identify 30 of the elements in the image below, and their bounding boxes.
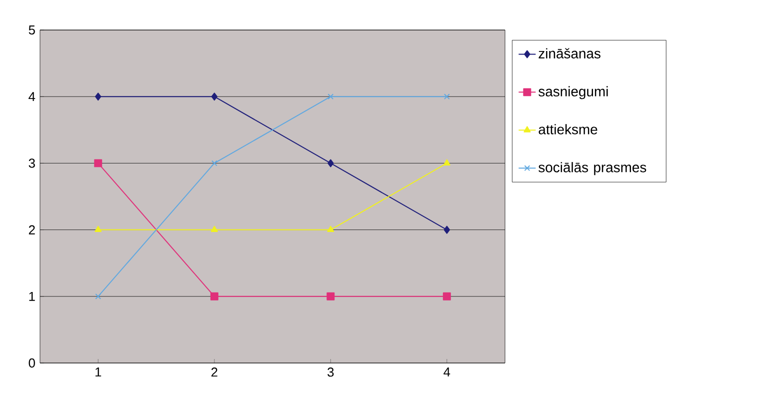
point [443, 159, 450, 166]
x-tick-label: 3 [328, 368, 334, 377]
y-tick-label: 2 [28, 225, 35, 234]
x-tick-label: 2 [211, 368, 218, 377]
point [95, 293, 102, 300]
point [444, 226, 450, 234]
y-tick-label: 4 [28, 92, 36, 102]
point [210, 226, 218, 232]
y-tick-label: 0 [28, 358, 35, 368]
point [210, 292, 218, 300]
legend-label: sasniegumi [538, 86, 608, 100]
y-tick-label: 5 [28, 25, 35, 35]
point [95, 92, 102, 101]
legend-label: sociālās prasmes [538, 162, 646, 176]
point [94, 159, 102, 168]
point [328, 94, 334, 100]
point [211, 92, 218, 101]
point [94, 226, 102, 232]
y-tick-label: 1 [29, 292, 35, 301]
point [444, 94, 450, 100]
point [327, 226, 334, 232]
x-tick-label: 1 [96, 368, 102, 376]
point [211, 160, 218, 166]
legend-label: zināšanas [538, 48, 600, 58]
point [442, 292, 451, 300]
y-tick-label: 3 [28, 158, 35, 168]
x-tick-label: 4 [444, 368, 450, 376]
point [328, 159, 334, 168]
point [326, 292, 335, 300]
legend-label: attieksme [538, 124, 598, 134]
